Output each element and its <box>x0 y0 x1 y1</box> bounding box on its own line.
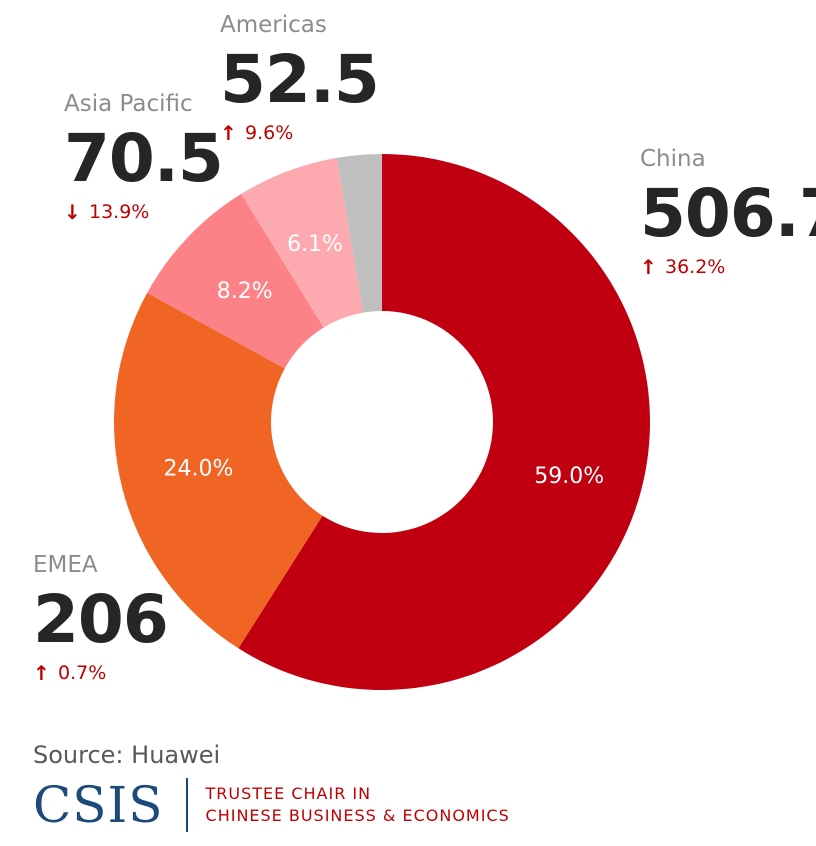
region-change: ↓ 13.9% <box>64 202 223 222</box>
slice-share-label: 6.1% <box>287 232 343 257</box>
donut-slice-china <box>238 154 650 690</box>
change-value: 36.2% <box>665 255 726 278</box>
slice-share-label: 59.0% <box>534 464 604 489</box>
donut-slice-asia-pacific <box>147 193 324 369</box>
change-value: 13.9% <box>89 200 150 223</box>
region-emea: EMEA 206 ↑ 0.7% <box>33 552 169 684</box>
donut-slice-emea <box>113 292 323 649</box>
region-value: 206 <box>33 581 169 658</box>
arrow-down-icon: ↓ <box>64 200 81 224</box>
logo-wordmark: CSIS <box>33 776 164 834</box>
region-value: 52.5 <box>220 41 380 118</box>
slice-share-label: 24.0% <box>164 457 234 482</box>
slice-share-label: 8.2% <box>217 279 273 304</box>
region-name: Asia Pacific <box>64 91 193 117</box>
change-value: 0.7% <box>58 661 107 684</box>
logo-subtitle-line2: CHINESE BUSINESS & ECONOMICS <box>205 806 510 825</box>
region-name: EMEA <box>33 552 98 578</box>
arrow-up-icon: ↑ <box>640 255 657 279</box>
region-change: ↑ 9.6% <box>220 123 379 143</box>
region-change: ↑ 0.7% <box>33 663 168 683</box>
logo-subtitle: TRUSTEE CHAIR IN CHINESE BUSINESS & ECON… <box>206 783 510 826</box>
region-name: Americas <box>220 12 327 38</box>
logo-divider <box>185 778 188 832</box>
region-asia-pacific: Asia Pacific 70.5 ↓ 13.9% <box>64 91 224 223</box>
region-name: China <box>640 146 706 172</box>
region-china: China 506.7 ↑ 36.2% <box>640 146 816 278</box>
csis-logo: CSIS TRUSTEE CHAIR IN CHINESE BUSINESS &… <box>33 778 510 832</box>
arrow-up-icon: ↑ <box>33 661 50 685</box>
region-value: 506.7 <box>640 175 816 252</box>
donut-slice-americas <box>241 157 364 328</box>
region-value: 70.5 <box>64 120 224 197</box>
change-value: 9.6% <box>245 121 294 144</box>
arrow-up-icon: ↑ <box>220 121 237 145</box>
source-note: Source: Huawei <box>33 741 221 769</box>
region-americas: Americas 52.5 ↑ 9.6% <box>220 12 380 144</box>
logo-subtitle-line1: TRUSTEE CHAIR IN <box>205 784 372 804</box>
donut-slice-other <box>336 154 382 313</box>
region-change: ↑ 36.2% <box>640 257 816 277</box>
